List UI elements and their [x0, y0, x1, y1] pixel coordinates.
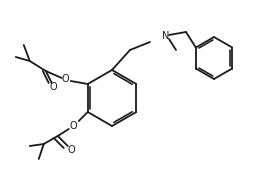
Text: O: O [70, 121, 78, 131]
Text: O: O [50, 82, 58, 92]
Text: O: O [68, 145, 76, 155]
Text: O: O [62, 74, 70, 84]
Text: N: N [162, 31, 170, 41]
